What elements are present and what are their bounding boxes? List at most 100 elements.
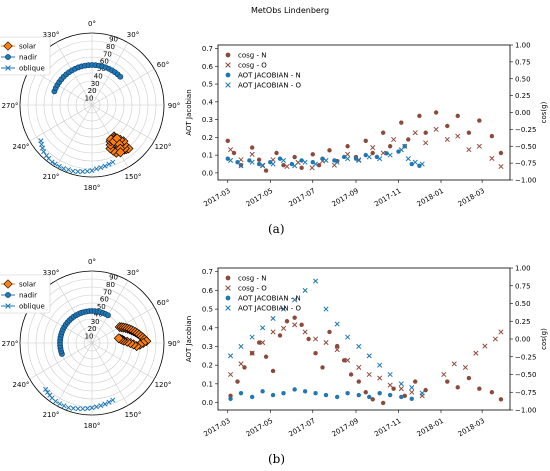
- ts-legend-dot: [225, 52, 231, 58]
- y2-tick-label: −1.00: [515, 177, 536, 185]
- cosg-n-point: [370, 150, 375, 156]
- y-tick-label: 0.1: [202, 152, 213, 160]
- oblique-point: [89, 405, 95, 411]
- oblique-point: [65, 405, 72, 411]
- cosg-n-point: [327, 329, 332, 335]
- cosg-o-point: [489, 155, 495, 161]
- polar-theta-label: 240°: [13, 143, 30, 151]
- aot-o-point: [387, 152, 393, 158]
- aot-o-point: [366, 154, 372, 160]
- polar-grid-spoke: [29, 342, 93, 380]
- cosg-n-point: [406, 137, 411, 142]
- ts-legend-cross: [225, 305, 231, 311]
- cosg-n-point: [263, 168, 269, 173]
- cosg-o-point: [498, 163, 504, 170]
- y2-tick-label: 1.00: [515, 42, 531, 50]
- legend-solar-marker: [3, 41, 13, 51]
- aot-o-point: [356, 157, 362, 164]
- oblique-point: [93, 404, 100, 410]
- aot-o-point: [419, 161, 425, 167]
- polar-grid-spoke: [55, 104, 93, 168]
- aot-o-point: [345, 156, 351, 162]
- cosg-n-point: [477, 386, 482, 391]
- y2-tick-label: 1.00: [515, 265, 531, 273]
- cosg-o-point: [451, 361, 457, 367]
- cosg-o-point: [433, 126, 439, 132]
- oblique-point: [106, 161, 112, 167]
- polar-r-label: 80: [106, 43, 115, 51]
- aot-n-point: [356, 392, 361, 398]
- polar-theta-label: 60°: [157, 299, 169, 307]
- y2-tick-label: 0.25: [515, 318, 531, 326]
- aot-n-point: [256, 161, 262, 167]
- oblique-point: [39, 145, 46, 151]
- oblique-point: [93, 166, 100, 172]
- y-tick-label: 0.0: [202, 169, 213, 177]
- y-tick-label: 0.3: [202, 116, 213, 124]
- aot-n-point: [341, 154, 347, 160]
- aot-o-point: [334, 159, 340, 165]
- legend-oblique-marker: [5, 65, 11, 71]
- aot-n-point: [367, 394, 372, 400]
- ts-legend-dot: [225, 275, 231, 281]
- polar-theta-label: 240°: [13, 381, 30, 389]
- polar-theta-label: 270°: [2, 340, 19, 348]
- cosg-n-point: [433, 110, 439, 115]
- polar-theta-label: 0°: [88, 258, 96, 266]
- polar-grid-spoke: [91, 342, 129, 406]
- oblique-point: [102, 163, 108, 169]
- oblique-point: [98, 403, 104, 409]
- cosg-n-point: [306, 336, 311, 342]
- panel-a-caption: (a): [268, 222, 285, 236]
- cosg-o-point: [366, 371, 372, 378]
- x-tick-label: 2017-07: [287, 417, 316, 439]
- y2-tick-label: −0.50: [515, 371, 536, 379]
- x-tick-label: 2017-05: [245, 187, 274, 209]
- ts-legend-label: cosg - O: [238, 285, 267, 293]
- aot-o-point: [405, 156, 411, 162]
- oblique-point: [110, 397, 116, 403]
- oblique-point: [80, 406, 86, 412]
- polar-legend-label: solar: [19, 43, 36, 51]
- aot-n-point: [417, 163, 422, 168]
- aot-o-point: [238, 343, 244, 350]
- cosg-o-point: [313, 336, 319, 342]
- oblique-point: [75, 406, 81, 412]
- polar-grid-spoke: [91, 342, 155, 380]
- cosg-n-point: [380, 400, 386, 406]
- polar-theta-label: 90°: [168, 340, 180, 348]
- polar-theta-label: 150°: [125, 173, 142, 181]
- polar-theta-label: 120°: [155, 143, 172, 151]
- polar-theta-label: 90°: [168, 102, 180, 110]
- cosg-o-point: [334, 347, 340, 353]
- aot-n-point: [384, 151, 389, 156]
- nadir-point: [105, 312, 111, 319]
- cosg-n-point: [466, 130, 472, 135]
- x-tick-label: 2018-03: [457, 187, 486, 209]
- polar-legend-label: oblique: [19, 303, 45, 311]
- aot-n-point: [289, 161, 295, 167]
- oblique-point: [57, 401, 63, 407]
- aot-n-point: [292, 387, 297, 392]
- ts-legend-label: AOT JACOBIAN - O: [238, 82, 302, 90]
- aot-o-point: [398, 381, 404, 387]
- aot-n-point: [402, 144, 407, 149]
- aot-n-point: [310, 160, 315, 165]
- cosg-n-point: [274, 150, 279, 156]
- aot-o-point: [249, 159, 255, 165]
- ts-legend-label: cosg - N: [238, 275, 266, 283]
- y2-axis-label: cos(g): [540, 328, 548, 350]
- polar-r-label: 90: [109, 273, 118, 281]
- aot-n-point: [277, 156, 283, 161]
- cosg-n-point: [423, 130, 428, 135]
- polar-r-label: 10: [85, 95, 94, 103]
- x-tick-label: 2017-03: [202, 187, 231, 209]
- cosg-o-point: [227, 147, 234, 153]
- cosg-n-point: [345, 144, 350, 149]
- aot-n-point: [235, 160, 240, 165]
- x-tick-label: 2017-11: [373, 187, 402, 209]
- polar-grid-spoke: [91, 42, 129, 106]
- cosg-n-point: [225, 138, 230, 144]
- aot-n-point: [353, 156, 359, 161]
